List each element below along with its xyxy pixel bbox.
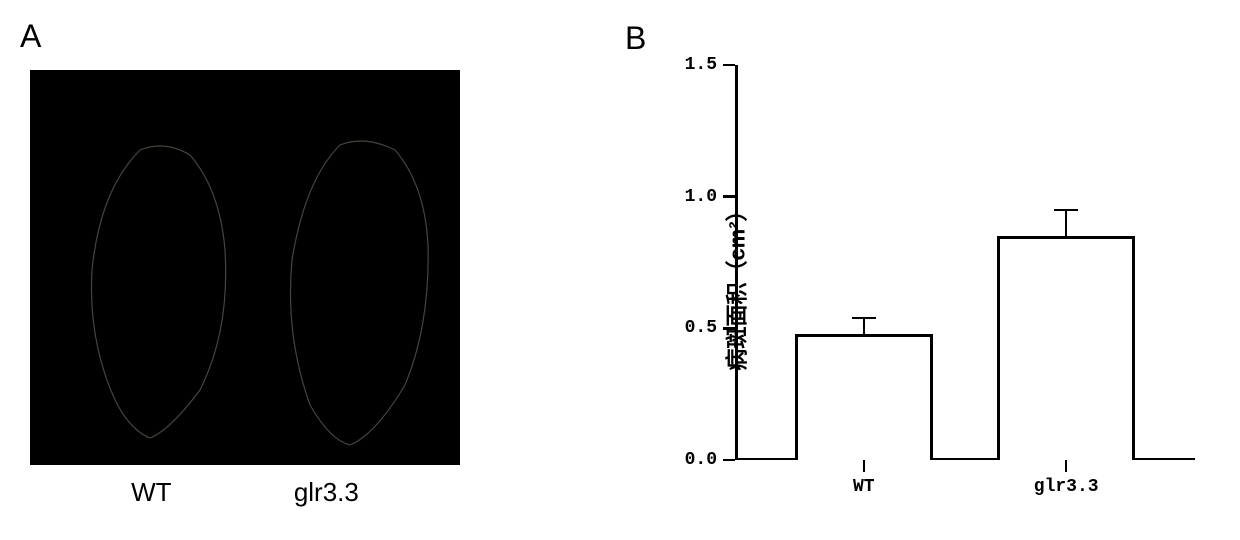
x-tick-label: glr3.3 — [1034, 477, 1099, 497]
error-bar — [863, 318, 866, 334]
y-tick-label: 0.0 — [685, 450, 717, 470]
error-bar — [1065, 210, 1068, 236]
panel-b-label: B — [625, 20, 646, 57]
x-tick-label: WT — [853, 477, 875, 497]
leaf-label-wt: WT — [131, 477, 171, 508]
y-tick — [723, 195, 735, 198]
x-tick — [863, 460, 866, 472]
y-axis — [735, 65, 738, 460]
y-tick-label: 1.5 — [685, 55, 717, 75]
bar — [997, 236, 1135, 460]
panel-a-x-labels: WT glr3.3 — [30, 477, 460, 508]
leaf-label-glr33: glr3.3 — [294, 477, 359, 508]
panel-b: 病斑面积（cm²） 0.00.51.01.5WTglr3.3 — [640, 55, 1210, 515]
x-tick — [1065, 460, 1068, 472]
panel-a-label: A — [20, 18, 41, 55]
y-tick — [723, 327, 735, 330]
error-cap — [852, 317, 876, 320]
y-tick-label: 0.5 — [685, 318, 717, 338]
y-tick — [723, 64, 735, 67]
y-tick — [723, 459, 735, 462]
bar — [795, 334, 933, 460]
error-cap — [1054, 209, 1078, 212]
leaf-outlines-svg — [30, 70, 460, 465]
leaf-image — [30, 70, 460, 465]
panel-a: WT glr3.3 — [30, 70, 460, 508]
y-tick-label: 1.0 — [685, 187, 717, 207]
chart-area: 0.00.51.01.5WTglr3.3 — [735, 65, 1195, 460]
